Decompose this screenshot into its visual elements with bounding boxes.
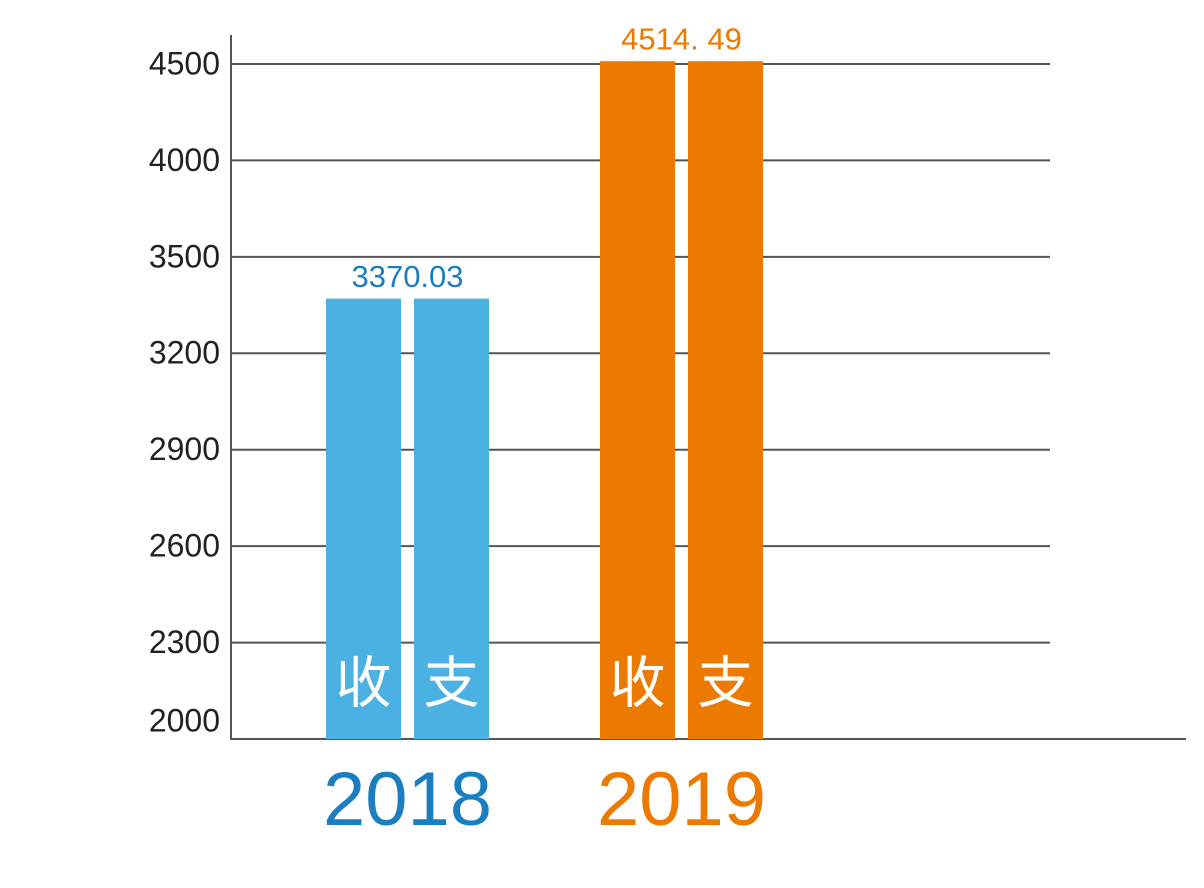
bar-label: 支: [698, 652, 754, 717]
bar: [414, 298, 489, 739]
y-tick-label: 2900: [149, 431, 220, 467]
x-tick-label: 2019: [597, 757, 766, 842]
y-tick-label: 3500: [149, 238, 220, 274]
bar: [326, 298, 401, 739]
y-tick-label: 4500: [149, 45, 220, 81]
y-tick-label: 2300: [149, 624, 220, 660]
x-tick-label: 2018: [323, 757, 492, 842]
y-tick-label: 3200: [149, 335, 220, 371]
value-label: 3370.03: [351, 259, 463, 294]
bar: [600, 61, 675, 739]
y-tick-label: 2600: [149, 528, 220, 564]
bar-label: 支: [424, 652, 480, 717]
y-tick-label: 4000: [149, 142, 220, 178]
value-label: 4514. 49: [621, 21, 742, 56]
bar-label: 收: [610, 652, 666, 717]
bar-label: 收: [336, 652, 392, 717]
bar: [688, 61, 763, 739]
y-tick-label: 2000: [149, 702, 220, 738]
